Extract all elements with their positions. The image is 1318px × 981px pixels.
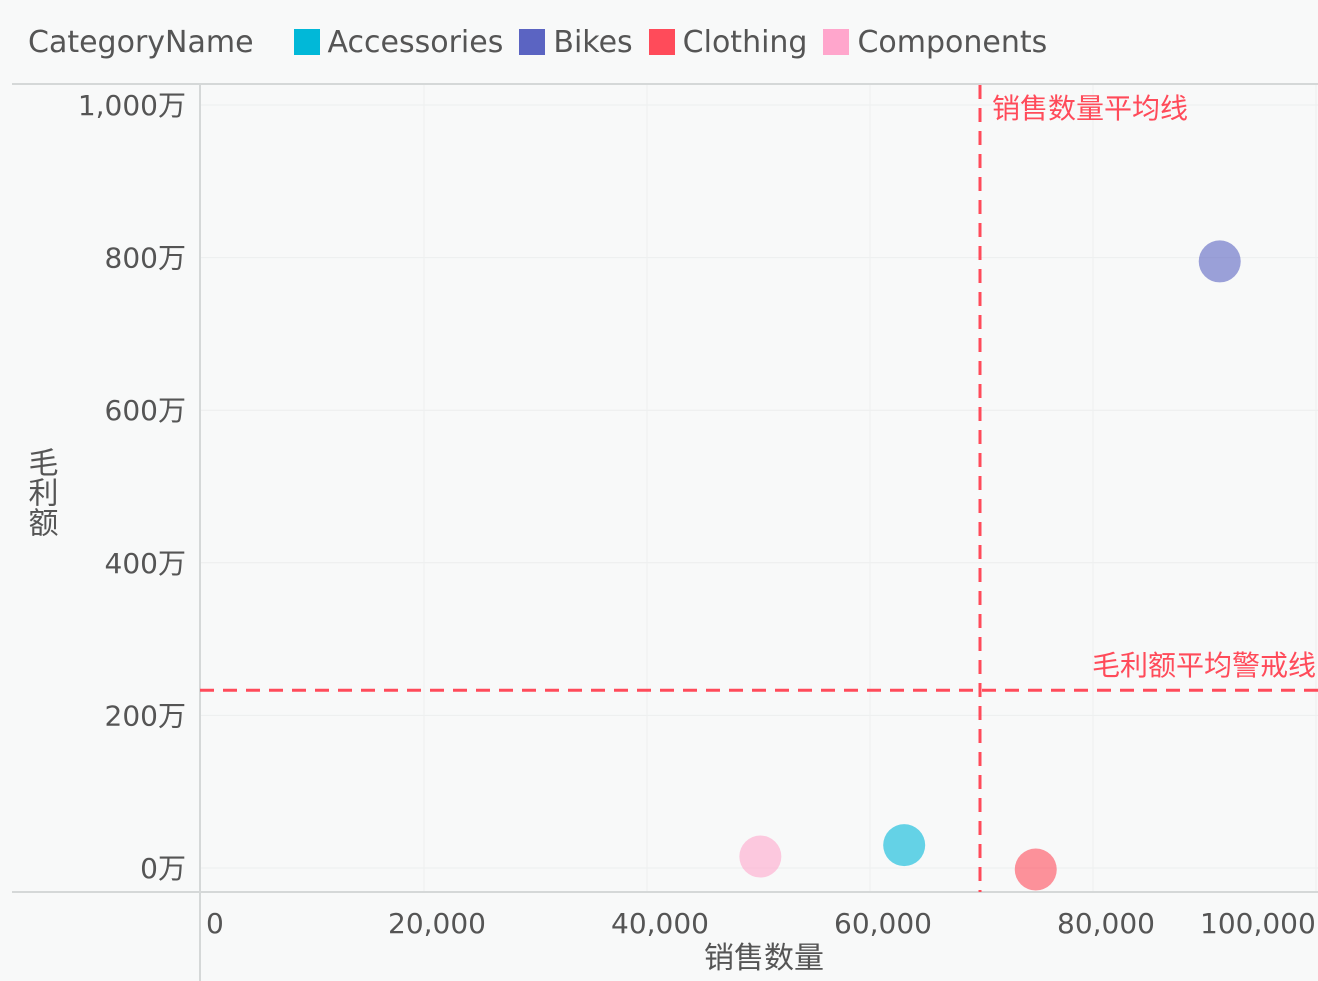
grid-lines [200,85,1318,892]
y-tick-label: 800万 [105,242,186,275]
legend-item-clothing[interactable]: Clothing [648,24,808,60]
legend-swatch-clothing [648,29,675,55]
y-tick-label: 400万 [105,547,186,580]
legend-swatch-components [823,29,850,55]
y-tick-label: 600万 [105,394,186,427]
x-tick-label: 40,000 [611,907,709,940]
x-tick-label: 60,000 [834,907,932,940]
legend-label-clothing: Clothing [682,24,808,60]
legend-swatch-accessories [293,29,320,55]
legend-label-components: Components [857,24,1048,60]
legend-item-components[interactable]: Components [823,25,1047,60]
point-accessories[interactable] [883,824,926,867]
legend-label-accessories: Accessories [327,24,504,60]
x-reference-label: 销售数量平均线 [992,92,1188,125]
y-tick-label: 200万 [105,699,186,732]
legend-item-accessories[interactable]: Accessories [293,24,504,60]
y-axis-label: 毛利额 [23,447,59,537]
x-axis-label: 销售数量 [704,941,824,976]
axes: 0万 200万 400万 600万 800万 1,000万 0 20,000 40,000 60,… [12,83,1318,981]
y-tick-label: 0万 [140,852,186,885]
x-tick-label: 100,000 [1200,907,1316,940]
y-tick-label: 1,000万 [78,89,186,122]
x-tick-label: 20,000 [388,907,486,940]
legend-title: CategoryName [28,24,254,60]
legend-swatch-bikes [519,29,546,55]
x-tick-label: 0 [206,907,224,940]
legend-label-bikes: Bikes [553,24,633,60]
chart-legend: CategoryName Accessories Bikes Clothing … [28,22,1047,62]
legend-item-bikes[interactable]: Bikes [519,24,633,60]
point-bikes[interactable] [1198,240,1241,283]
point-clothing[interactable] [1014,848,1057,891]
y-reference-label: 毛利额平均警戒线 [1092,649,1316,682]
point-components[interactable] [739,835,782,878]
data-points [739,240,1241,891]
x-tick-label: 80,000 [1057,907,1155,940]
